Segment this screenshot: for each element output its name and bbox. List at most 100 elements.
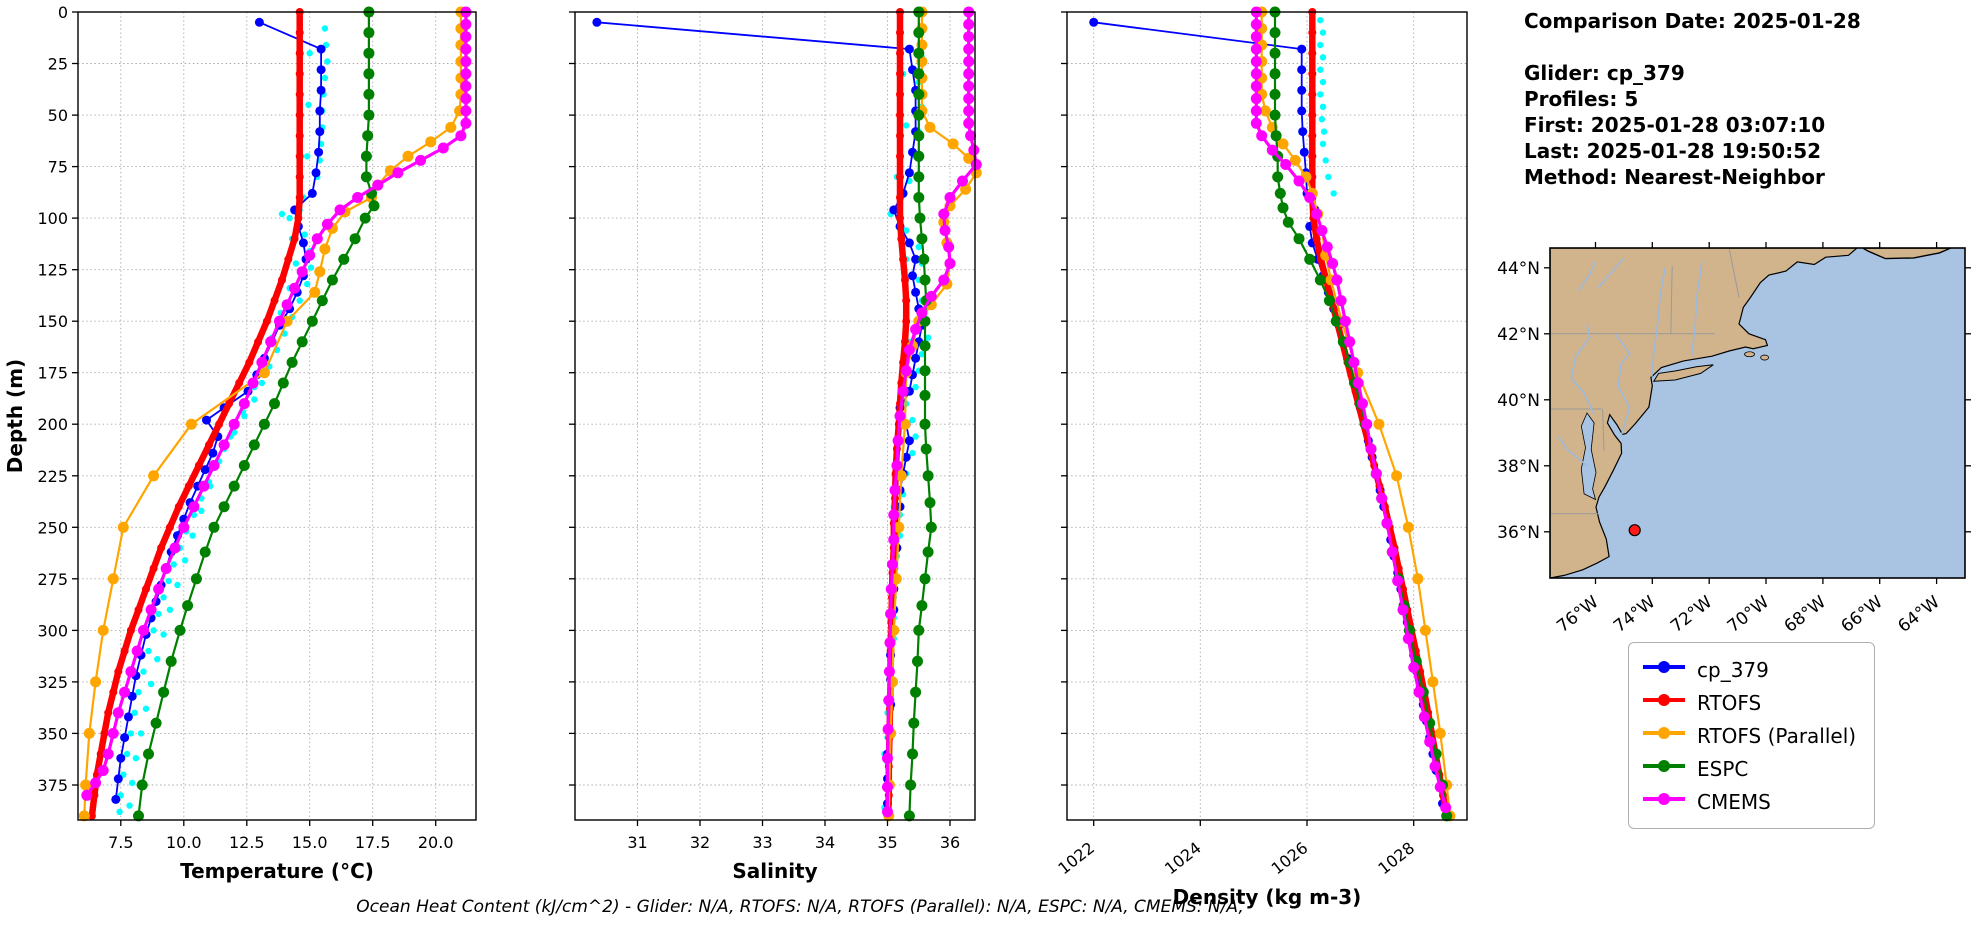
svg-text:17.5: 17.5 [355,833,391,852]
svg-text:64°W: 64°W [1894,592,1943,637]
svg-text:1022: 1022 [1054,838,1098,878]
series-cmems [81,6,472,801]
svg-text:1026: 1026 [1268,838,1312,878]
legend-label: RTOFS [1697,690,1762,715]
legend-label: cp_379 [1697,657,1769,682]
x-axis-label: Salinity [732,859,817,883]
svg-text:74°W: 74°W [1610,592,1659,637]
svg-text:20.0: 20.0 [418,833,454,852]
ohc-caption: Ocean Heat Content (kJ/cm^2) - Glider: N… [356,897,1244,917]
svg-text:350: 350 [37,724,68,743]
map-land [1550,248,1858,578]
svg-text:325: 325 [37,673,68,692]
legend-entry-rtofs: RTOFS [1641,686,1856,719]
svg-text:35: 35 [877,833,897,852]
legend-line-marker-icon [1641,756,1687,781]
y-axis-label: Depth (m) [3,359,27,473]
legend-label: ESPC [1697,756,1749,781]
series-glider-raw [1317,17,1337,197]
legend-label: CMEMS [1697,789,1771,814]
x-axis-label: Density (kg m-3) [1173,885,1362,909]
svg-text:50: 50 [48,106,68,125]
svg-text:150: 150 [37,312,68,331]
svg-text:10.0: 10.0 [166,833,202,852]
axis-ticks: 7.5 10.0 12.5 15.0 17.5 20.0 0 25 50 75 100 125 150 1… [37,3,453,852]
glider-location-marker [1628,524,1641,537]
series-cmems [882,6,982,818]
legend-line-marker-icon [1641,789,1687,814]
svg-text:375: 375 [37,776,68,795]
series-cmems [1250,6,1452,814]
x-axis-label: Temperature (°C) [180,859,374,883]
temperature-panel: 7.5 10.0 12.5 15.0 17.5 20.0 0 25 50 75 100 125 150 1… [0,0,492,916]
legend-entry-cp-379: cp_379 [1641,653,1856,686]
plot-border [77,11,477,821]
svg-text:36°N: 36°N [1497,523,1540,543]
plot-border [1066,11,1468,821]
svg-text:25: 25 [48,55,68,74]
svg-text:38°N: 38°N [1497,457,1540,477]
series-rtofs-parallel- [78,6,467,822]
map-inset: 76°W 74°W 72°W 70°W 68°W 66°W 64°W 44°N 42°N 40°N… [1490,238,1980,656]
info-line-5: Last: 2025-01-28 19:50:52 [1524,139,1822,163]
svg-text:34: 34 [815,833,835,852]
svg-text:1028: 1028 [1374,838,1418,878]
info-line-4: First: 2025-01-28 03:07:10 [1524,113,1826,137]
map-nova-scotia [1861,248,1952,260]
info-line-2: Glider: cp_379 [1524,61,1685,85]
map-chesapeake-bay [1580,412,1597,501]
svg-text:72°W: 72°W [1667,592,1716,637]
comparison-info: Comparison Date: 2025-01-28 Glider: cp_37… [1524,8,1861,190]
legend-line-marker-icon [1641,657,1687,682]
map-border [1549,247,1966,579]
legend-entry-cmems: CMEMS [1641,785,1856,818]
gridlines [1067,11,1467,820]
svg-text:0: 0 [58,3,68,22]
axis-ticks: 31 32 33 34 35 36 [569,11,960,852]
svg-text:75: 75 [48,158,68,177]
salinity-panel: 31 32 33 34 35 36 Salinity [559,0,991,916]
svg-text:175: 175 [37,364,68,383]
series-espc [133,6,380,822]
svg-text:36: 36 [940,833,960,852]
map-island [1744,351,1755,358]
svg-text:275: 275 [37,570,68,589]
info-line-1 [1524,34,1861,60]
svg-text:33: 33 [752,833,772,852]
legend-label: RTOFS (Parallel) [1697,723,1857,748]
legend-entry-rtofs-parallel-: RTOFS (Parallel) [1641,719,1856,752]
svg-text:44°N: 44°N [1497,259,1540,279]
legend: cp_379 RTOFS RTOFS (Parallel) ESPC CMEMS [1628,642,1876,829]
svg-text:66°W: 66°W [1837,592,1886,637]
svg-text:125: 125 [37,261,68,280]
svg-text:68°W: 68°W [1781,592,1830,637]
density-panel: 1022 1024 1026 1028 Density (kg m-3) [1051,0,1483,916]
series-rtofs [1308,8,1451,820]
series-cp-379 [111,17,326,804]
svg-text:300: 300 [37,621,68,640]
svg-text:1024: 1024 [1161,838,1205,878]
legend-entry-espc: ESPC [1641,752,1856,785]
info-line-6: Method: Nearest-Neighbor [1524,165,1825,189]
axis-ticks: 1022 1024 1026 1028 [1054,11,1418,878]
series-cp-379 [1089,17,1447,808]
svg-text:100: 100 [37,209,68,228]
info-line-3: Profiles: 5 [1524,87,1639,111]
svg-text:40°N: 40°N [1497,391,1540,411]
series-cp-379 [592,17,927,808]
svg-text:225: 225 [37,467,68,486]
map-long-island [1652,364,1714,382]
plot-border [574,11,976,821]
svg-text:12.5: 12.5 [229,833,265,852]
gridlines [78,11,476,820]
svg-text:200: 200 [37,415,68,434]
svg-text:31: 31 [627,833,647,852]
series-rtofs [87,8,304,820]
map-island [1760,354,1770,361]
map-rivers [1557,257,1703,467]
legend-line-marker-icon [1641,723,1687,748]
svg-text:7.5: 7.5 [108,833,133,852]
svg-text:70°W: 70°W [1724,592,1773,637]
svg-text:42°N: 42°N [1497,325,1540,345]
